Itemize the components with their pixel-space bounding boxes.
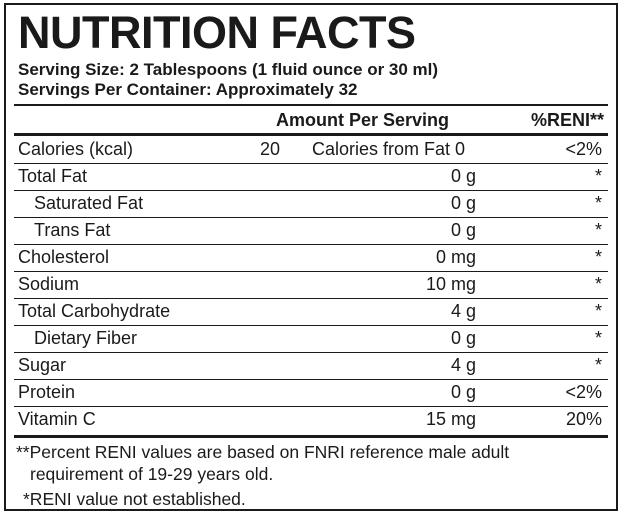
nutrient-amount: 0 g bbox=[450, 193, 476, 213]
nutrient-amount: 0 g bbox=[450, 382, 476, 402]
nutrient-percent: <2% bbox=[565, 382, 602, 402]
footnote-reni-basis: **Percent RENI values are based on FNRI … bbox=[16, 442, 510, 462]
calories-value: 20 bbox=[260, 139, 281, 159]
nutrient-percent: * bbox=[594, 274, 602, 294]
label-title: NUTRITION FACTS bbox=[18, 7, 416, 58]
nutrient-amount: 4 g bbox=[450, 355, 476, 375]
serving-size: Serving Size: 2 Tablespoons (1 fluid oun… bbox=[18, 60, 439, 79]
nutrient-amount: 0 mg bbox=[435, 247, 476, 267]
servings-per-container: Servings Per Container: Approximately 32 bbox=[18, 80, 358, 99]
nutrient-name: Sodium bbox=[18, 274, 80, 294]
nutrient-percent: * bbox=[594, 220, 602, 240]
nutrient-percent: * bbox=[594, 355, 602, 375]
header-divider-top bbox=[14, 104, 608, 106]
nutrient-name: Vitamin C bbox=[18, 409, 96, 429]
footnote-reni-basis-cont: requirement of 19-29 years old. bbox=[30, 464, 274, 484]
nutrient-row-protein: Protein 0 g <2% bbox=[14, 379, 608, 407]
footnote-divider bbox=[14, 435, 608, 438]
nutrient-row-saturated-fat: Saturated Fat 0 g * bbox=[14, 190, 608, 218]
nutrient-name: Total Carbohydrate bbox=[18, 301, 171, 321]
nutrient-amount: 0 g bbox=[450, 328, 476, 348]
nutrient-row-dietary-fiber: Dietary Fiber 0 g * bbox=[14, 325, 608, 353]
nutrient-percent: * bbox=[594, 247, 602, 267]
calories-percent: <2% bbox=[565, 139, 602, 159]
amount-per-serving-header: Amount Per Serving bbox=[276, 110, 450, 130]
nutrition-facts-label: NUTRITION FACTS Serving Size: 2 Tablespo… bbox=[4, 3, 618, 511]
reni-percent-header: %RENI** bbox=[530, 110, 604, 130]
nutrient-row-total-fat: Total Fat 0 g * bbox=[14, 163, 608, 191]
nutrient-row-trans-fat: Trans Fat 0 g * bbox=[14, 217, 608, 245]
nutrient-row-cholesterol: Cholesterol 0 mg * bbox=[14, 244, 608, 272]
calories-label: Calories (kcal) bbox=[18, 139, 134, 159]
nutrient-percent: * bbox=[594, 166, 602, 186]
nutrient-percent: * bbox=[594, 301, 602, 321]
footnote-reni-not-established: *RENI value not established. bbox=[23, 489, 246, 509]
nutrient-percent: * bbox=[594, 328, 602, 348]
nutrient-name: Saturated Fat bbox=[34, 193, 144, 213]
nutrient-row-sodium: Sodium 10 mg * bbox=[14, 271, 608, 299]
nutrient-amount: 0 g bbox=[450, 166, 476, 186]
nutrient-name: Total Fat bbox=[18, 166, 88, 186]
nutrient-name: Dietary Fiber bbox=[34, 328, 138, 348]
nutrient-name: Cholesterol bbox=[18, 247, 110, 267]
nutrient-name: Protein bbox=[18, 382, 76, 402]
header-divider-bottom bbox=[14, 133, 608, 136]
nutrient-amount: 4 g bbox=[450, 301, 476, 321]
calories-row: Calories (kcal) 20 Calories from Fat 0 <… bbox=[14, 136, 608, 164]
nutrient-row-total-carbohydrate: Total Carbohydrate 4 g * bbox=[14, 298, 608, 326]
nutrient-percent: * bbox=[594, 193, 602, 213]
nutrient-percent: 20% bbox=[565, 409, 602, 429]
nutrient-row-sugar: Sugar 4 g * bbox=[14, 352, 608, 380]
nutrient-amount: 0 g bbox=[450, 220, 476, 240]
calories-from-fat: Calories from Fat 0 bbox=[312, 139, 466, 159]
nutrient-amount: 10 mg bbox=[425, 274, 476, 294]
nutrient-name: Trans Fat bbox=[34, 220, 111, 240]
nutrient-amount: 15 mg bbox=[425, 409, 476, 429]
nutrient-row-vitamin-c: Vitamin C 15 mg 20% bbox=[14, 406, 608, 433]
nutrient-name: Sugar bbox=[18, 355, 67, 375]
